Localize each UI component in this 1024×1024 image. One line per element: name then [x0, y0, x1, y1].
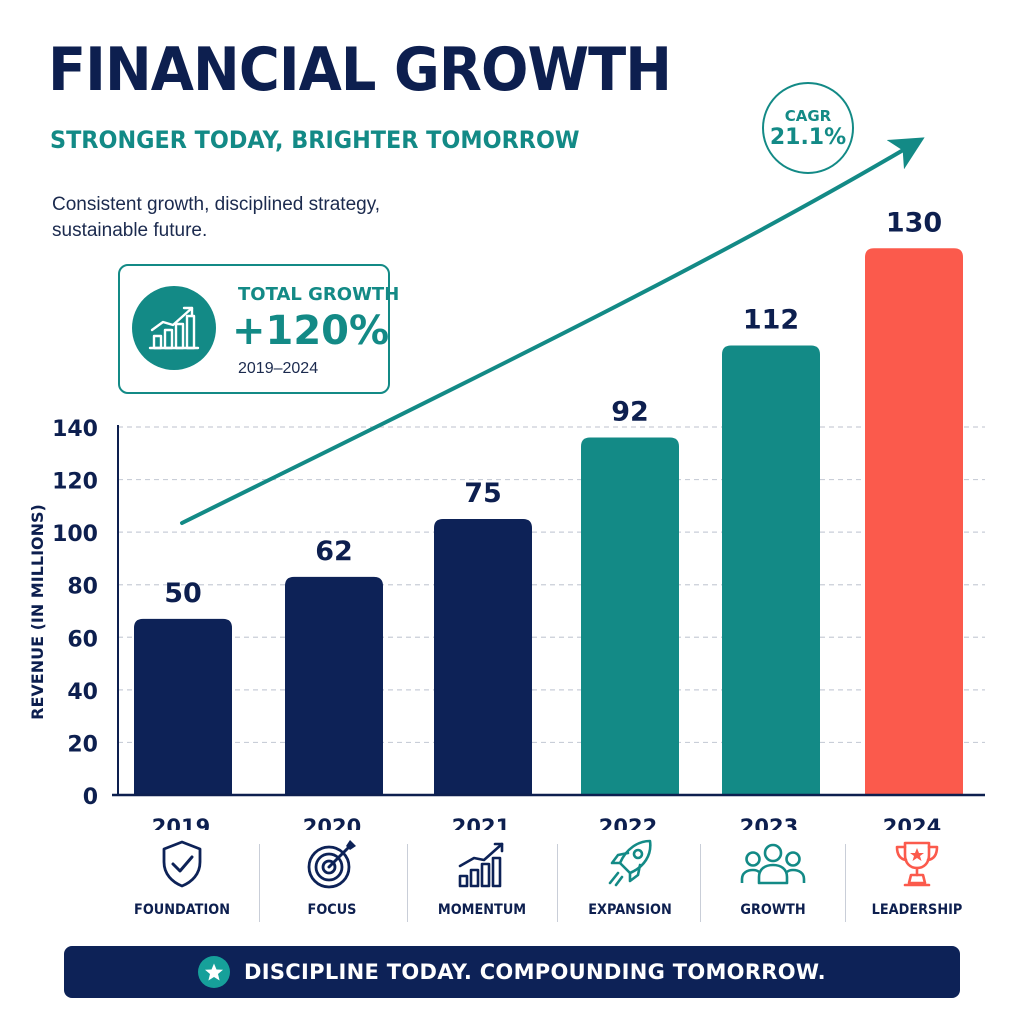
total-growth-label: TOTAL GROWTH [238, 284, 400, 305]
bar-2019 [134, 618, 232, 795]
stage-focus: FOCUS [257, 836, 407, 918]
stage-divider [700, 844, 701, 922]
stage-name: MOMENTUM [437, 902, 527, 918]
bar-growth-icon [458, 842, 504, 888]
total-growth-card: TOTAL GROWTH +120% 2019–2024 [118, 264, 399, 394]
cagr-value: 21.1% [769, 124, 847, 150]
page-title: FINANCIAL GROWTH [48, 35, 672, 105]
stage-name: GROWTH [740, 902, 806, 918]
stage-name: LEADERSHIP [871, 902, 963, 918]
target-icon [307, 840, 356, 889]
bar-2023 [722, 345, 820, 795]
revenue-bar-chart: 0 20 40 60 80 100 120 140 REVENUE (IN MILLIONS) 5… [28, 137, 985, 830]
people-icon [740, 843, 806, 885]
footer-banner: DISCIPLINE TODAY. COMPOUNDING TOMORROW. [64, 946, 960, 998]
page-subtitle: STRONGER TODAY, BRIGHTER TOMORROW [50, 126, 580, 154]
stage-growth: GROWTH [698, 836, 848, 918]
bar-2024 [865, 248, 963, 795]
bar-value-label: 50 [164, 578, 202, 609]
y-tick-label: 40 [67, 680, 98, 705]
y-tick-label: 140 [52, 417, 98, 442]
x-tick-label: 2019 [152, 815, 210, 830]
tagline: Consistent growth, disciplined strategy,… [52, 194, 381, 241]
stage-divider [845, 844, 846, 922]
bar-2021 [434, 519, 532, 795]
bar-value-label: 75 [464, 478, 502, 509]
stage-momentum: MOMENTUM [407, 836, 557, 918]
total-growth-period: 2019–2024 [238, 360, 319, 377]
stage-divider [259, 844, 260, 922]
growth-chart-icon [132, 286, 216, 370]
x-tick-label: 2023 [740, 815, 798, 830]
stage-divider [557, 844, 558, 922]
bar-2022 [581, 437, 679, 795]
bar-value-label: 92 [611, 397, 649, 428]
stage-foundation: FOUNDATION [107, 836, 257, 918]
rocket-icon [608, 839, 652, 887]
y-tick-label: 80 [67, 575, 98, 600]
stage-expansion: EXPANSION [555, 836, 705, 918]
y-tick-label: 120 [52, 470, 98, 495]
y-tick-label: 100 [52, 522, 98, 547]
stage-icons-row: FOUNDATION FOCUS [100, 836, 1024, 936]
banner-text: DISCIPLINE TODAY. COMPOUNDING TOMORROW. [244, 960, 826, 984]
x-tick-label: 2021 [452, 815, 510, 830]
y-axis-title: REVENUE (IN MILLIONS) [28, 504, 47, 720]
trend-arrow [180, 137, 925, 525]
bar-value-label: 62 [315, 536, 353, 567]
stage-name: FOUNDATION [134, 902, 230, 918]
stage-leadership: LEADERSHIP [842, 836, 992, 918]
y-tick-label: 60 [67, 627, 98, 652]
stage-divider [407, 844, 408, 922]
stage-name: EXPANSION [588, 902, 672, 918]
shield-check-icon [162, 840, 202, 888]
bar-2020 [285, 576, 383, 795]
bar-value-label: 130 [886, 207, 942, 238]
total-growth-value: +120% [232, 308, 390, 354]
x-tick-label: 2022 [599, 815, 657, 830]
cagr-label: CAGR [784, 106, 832, 125]
x-tick-label: 2024 [883, 815, 941, 830]
stage-name: FOCUS [307, 902, 357, 918]
y-tick-label: 0 [83, 785, 98, 810]
trophy-icon [895, 841, 939, 887]
star-icon [198, 956, 231, 988]
cagr-badge: CAGR 21.1% [762, 82, 854, 174]
y-tick-label: 20 [67, 732, 98, 757]
bar-value-label: 112 [743, 305, 799, 336]
x-tick-label: 2020 [303, 815, 361, 830]
